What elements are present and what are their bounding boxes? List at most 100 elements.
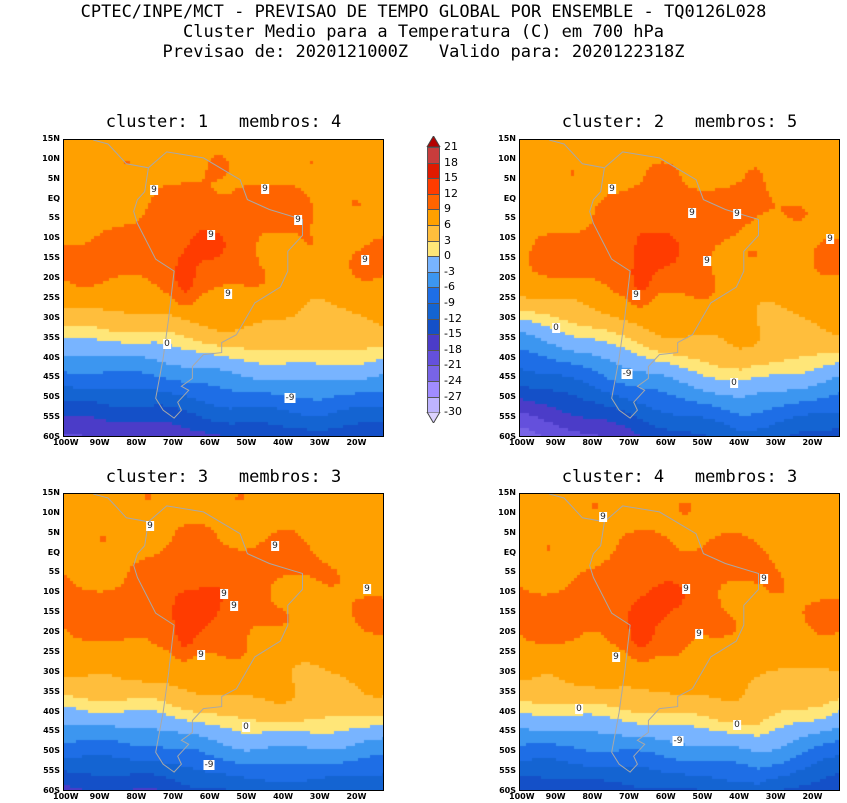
lat-tick-label: 20S: [499, 273, 516, 283]
contour-label: 9: [224, 289, 232, 299]
lat-tick-label: 10S: [43, 233, 60, 243]
lon-tick-label: 70W: [163, 792, 184, 801]
colorbar-swatch: [427, 287, 440, 304]
contour-label: 0: [242, 722, 250, 732]
colorbar-label: -6: [444, 280, 455, 294]
colorbar-label: 0: [444, 249, 451, 263]
colorbar-swatch: [427, 271, 440, 289]
lat-tick-label: EQ: [47, 193, 60, 203]
lon-tick-label: 70W: [619, 438, 640, 447]
lat-tick-label: 20S: [43, 627, 60, 637]
lon-tick-label: 40W: [273, 438, 294, 447]
colorbar-label: -24: [444, 374, 462, 387]
temperature-field: [64, 140, 383, 436]
lat-tick-label: 35S: [499, 686, 516, 696]
contour-label: 0: [575, 704, 583, 714]
contour-label: -9: [203, 760, 215, 770]
cluster-map-panel: 9 9 9 9 9 9 0 -9: [63, 493, 384, 791]
colorbar-swatch: [427, 396, 440, 414]
lat-tick-label: 10S: [43, 587, 60, 597]
lat-tick-label: 5N: [503, 173, 516, 183]
colorbar-label: -15: [444, 327, 462, 341]
lat-tick-label: EQ: [503, 193, 516, 203]
contour-label: 9: [632, 290, 640, 300]
colorbar-label: -30: [444, 405, 462, 419]
lat-tick-label: 50S: [499, 746, 516, 756]
contour-label: 9: [760, 574, 768, 584]
lat-tick-label: 20S: [43, 273, 60, 283]
lon-tick-label: 50W: [692, 438, 713, 447]
figure-subtitle: Cluster Medio para a Temperatura (C) em …: [182, 22, 665, 42]
colorbar-swatch: [427, 240, 440, 258]
contour-label: 9: [197, 650, 205, 660]
colorbar-label: 18: [444, 155, 458, 169]
colorbar-swatch: [427, 303, 440, 320]
contour-label: 9: [608, 184, 616, 194]
lat-tick-label: 25S: [499, 292, 516, 302]
lat-tick-label: 55S: [499, 412, 516, 422]
lat-tick-label: 40S: [43, 352, 60, 362]
contour-label: 9: [826, 234, 834, 244]
colorbar-over-arrow: [426, 136, 441, 147]
contour-label: 9: [294, 215, 302, 225]
colorbar-label: -9: [444, 296, 455, 309]
lat-tick-label: 50S: [43, 392, 60, 402]
lat-tick-label: 60S: [43, 786, 60, 795]
lon-tick-label: 20W: [802, 792, 823, 801]
lon-tick-label: 30W: [309, 438, 330, 447]
colorbar-swatch: [427, 209, 440, 226]
cluster-map-panel: 9 9 9 9 9 9 0 -9: [63, 139, 384, 437]
lon-tick-label: 60W: [199, 438, 220, 447]
contour-label: 9: [695, 629, 703, 639]
lat-tick-label: 5N: [47, 527, 60, 537]
lat-tick-label: 15N: [498, 488, 516, 497]
lat-tick-label: 25S: [43, 646, 60, 656]
temperature-field: [64, 494, 383, 790]
lon-tick-label: 80W: [126, 792, 147, 801]
lat-tick-label: 5S: [504, 567, 516, 577]
figure-dates: Previsao de: 2020121000Z Valido para: 20…: [162, 42, 685, 62]
contour-label: 9: [688, 208, 696, 218]
lon-tick-label: 90W: [545, 438, 566, 447]
lon-tick-label: 100W: [509, 438, 535, 447]
contour-label: -9: [672, 736, 684, 746]
lat-tick-label: 55S: [499, 766, 516, 776]
colorbar-label: 3: [444, 233, 451, 247]
lat-tick-label: 15N: [498, 134, 516, 143]
lat-tick-label: 45S: [43, 372, 60, 382]
lat-tick-label: 30S: [43, 312, 60, 322]
lon-tick-label: 30W: [765, 438, 786, 447]
lat-tick-label: 5N: [503, 527, 516, 537]
lat-tick-label: 5N: [47, 173, 60, 183]
lon-tick-label: 80W: [582, 438, 603, 447]
panel-title: cluster: 1 membros: 4: [105, 112, 342, 132]
contour-label: 9: [220, 589, 228, 599]
colorbar-label: 15: [444, 171, 458, 185]
contour-label: 9: [207, 230, 215, 240]
cluster-map-panel: 9 9 9 9 9 0 0 -9: [519, 493, 840, 791]
lat-tick-label: 55S: [43, 766, 60, 776]
lat-tick-label: 30S: [499, 666, 516, 676]
lat-tick-label: 15S: [499, 607, 516, 617]
lat-tick-label: 40S: [499, 352, 516, 362]
lat-tick-label: 60S: [499, 432, 516, 441]
coastline: [93, 140, 303, 419]
panel-title: cluster: 4 membros: 3: [561, 467, 798, 487]
colorbar-label: -12: [444, 311, 462, 325]
colorbar-under-arrow: [426, 412, 441, 424]
contour-label: 0: [552, 323, 560, 333]
colorbar-swatch: [427, 256, 440, 273]
lat-tick-label: 40S: [499, 706, 516, 716]
lon-tick-label: 60W: [199, 792, 220, 801]
contour-label: 9: [271, 541, 279, 551]
lon-tick-label: 100W: [509, 792, 535, 801]
coastline: [93, 494, 303, 773]
lat-tick-label: 25S: [43, 292, 60, 302]
south-america-coastline: [549, 494, 759, 773]
lat-tick-label: 15S: [43, 253, 60, 263]
lat-tick-label: 35S: [43, 686, 60, 696]
contour-label: 0: [733, 720, 741, 730]
lon-tick-label: 50W: [236, 438, 257, 447]
lon-tick-label: 40W: [729, 792, 750, 801]
lat-tick-label: 50S: [499, 392, 516, 402]
